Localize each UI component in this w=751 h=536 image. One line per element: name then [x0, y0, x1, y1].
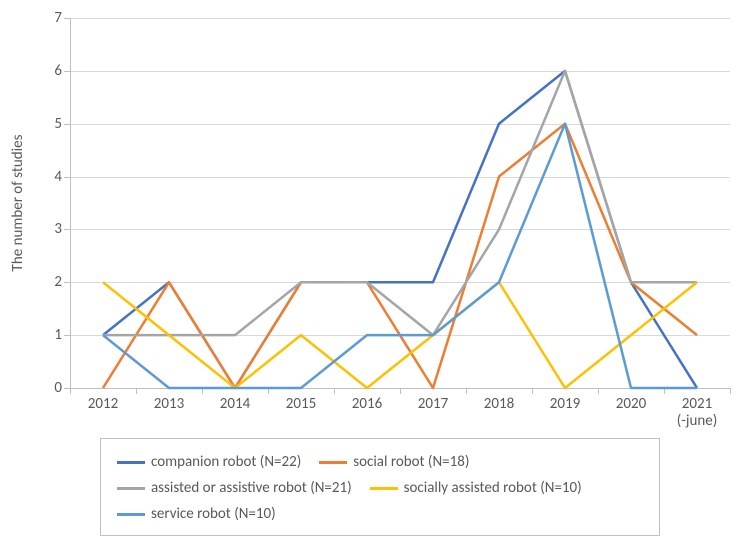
x-tick: [730, 388, 731, 394]
legend-label: service robot (N=10): [151, 505, 276, 523]
series-layer: [70, 18, 730, 388]
y-axis-title: The number of studies: [9, 135, 27, 272]
x-tick-label: 2019: [550, 388, 580, 413]
x-tick: [400, 388, 401, 394]
legend-row: companion robot (N=22) social robot (N=18…: [117, 449, 643, 475]
y-tick-label: 7: [54, 9, 70, 27]
legend-row: service robot (N=10): [117, 501, 643, 527]
x-tick: [70, 388, 71, 394]
legend-swatch: [117, 461, 145, 464]
x-tick-label: 2020: [616, 388, 646, 413]
x-tick-label: 2013: [154, 388, 184, 413]
x-tick-label: 2014: [220, 388, 250, 413]
x-tick: [598, 388, 599, 394]
legend-label: socially assisted robot (N=10): [404, 479, 582, 497]
legend-row: assisted or assistive robot (N=21) social…: [117, 475, 643, 501]
y-tick-label: 5: [54, 115, 70, 133]
legend-label: social robot (N=18): [353, 453, 469, 471]
y-tick-label: 1: [54, 326, 70, 344]
legend-box: companion robot (N=22) social robot (N=18…: [100, 438, 660, 536]
legend-item: socially assisted robot (N=10): [370, 479, 582, 497]
x-tick-label: 2012: [88, 388, 118, 413]
x-tick-label: 2017: [418, 388, 448, 413]
legend-item: assisted or assistive robot (N=21): [117, 479, 352, 497]
legend-item: service robot (N=10): [117, 505, 276, 523]
y-tick-label: 4: [54, 168, 70, 186]
x-tick-label: 2018: [484, 388, 514, 413]
legend-swatch: [319, 461, 347, 464]
y-tick-label: 2: [54, 273, 70, 291]
x-tick-label: 2016: [352, 388, 382, 413]
legend-item: companion robot (N=22): [117, 453, 301, 471]
x-tick: [136, 388, 137, 394]
line-chart: 0 1 2 3 4 5 6 7 2012 2013 2014 2015 2016 2017 2018 2019…: [0, 0, 751, 514]
x-tick: [532, 388, 533, 394]
legend-item: social robot (N=18): [319, 453, 469, 471]
x-tick: [466, 388, 467, 394]
legend-swatch: [117, 487, 145, 490]
legend-label: assisted or assistive robot (N=21): [151, 479, 352, 497]
y-tick-label: 6: [54, 62, 70, 80]
plot-area: 0123456720122013201420152016201720182019…: [70, 18, 730, 388]
legend-swatch: [370, 487, 398, 490]
x-tick: [334, 388, 335, 394]
legend-swatch: [117, 513, 145, 516]
x-tick-label: 2015: [286, 388, 316, 413]
y-tick-label: 0: [54, 379, 70, 397]
series-line: [103, 124, 697, 388]
legend-label: companion robot (N=22): [151, 453, 301, 471]
series-line: [103, 124, 697, 388]
y-tick-label: 3: [54, 220, 70, 238]
x-tick-label: 2021(-june): [677, 388, 718, 431]
